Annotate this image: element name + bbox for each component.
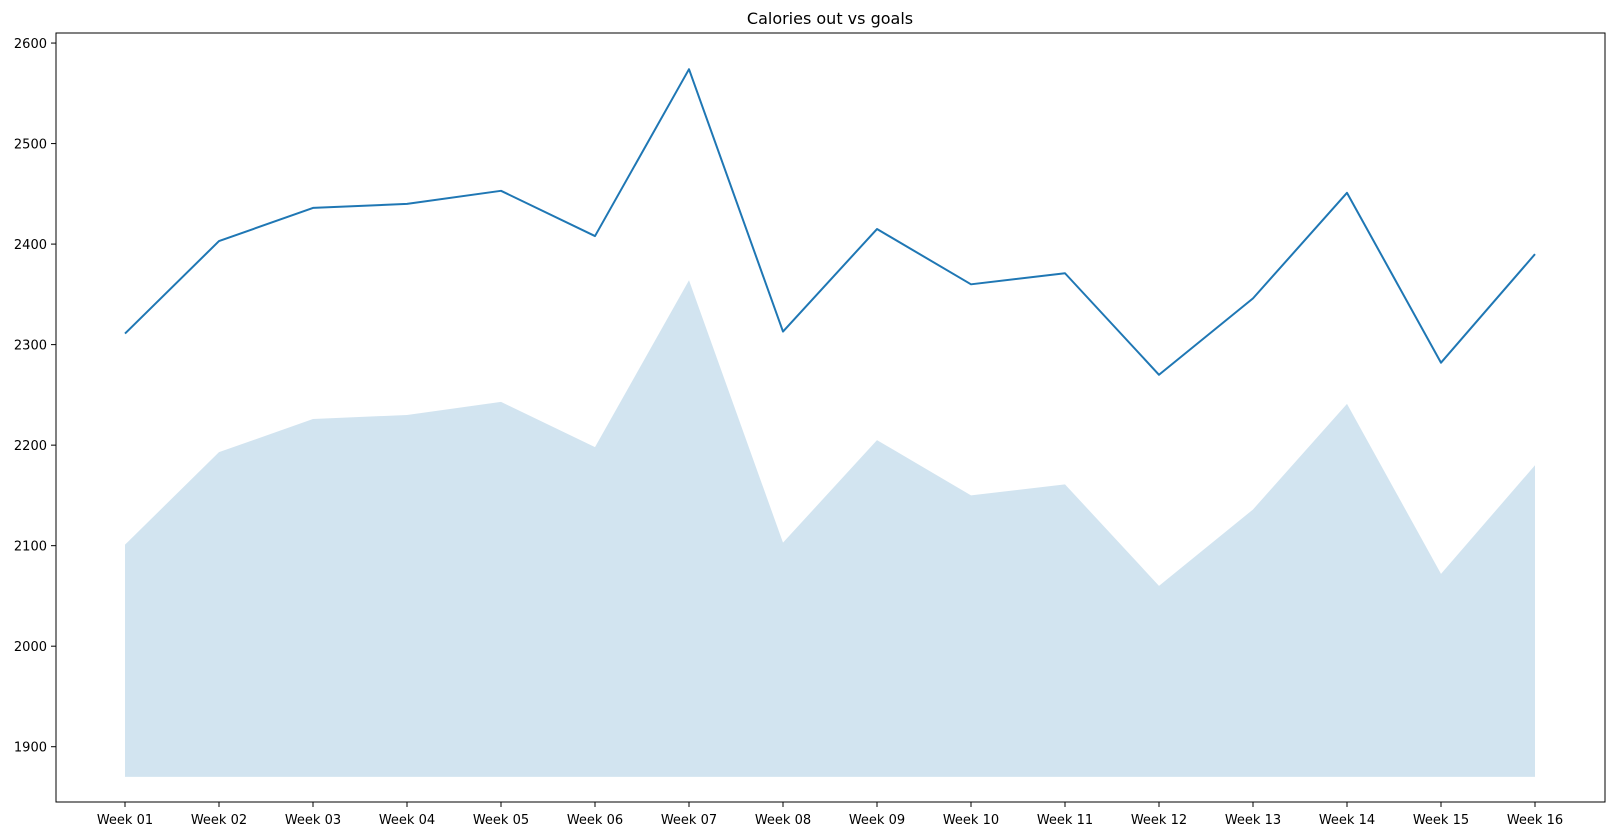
x-tick-label: Week 04 [379,813,435,828]
line-layer [124,68,1536,376]
y-tick-label: 2100 [14,540,47,555]
y-tick-label: 2400 [14,238,47,253]
x-tick-label: Week 06 [567,813,623,828]
x-tick-label: Week 01 [97,813,153,828]
area-layer [125,280,1535,777]
y-tick-label: 2300 [14,339,47,354]
plot-frame [55,32,1606,803]
x-tick-label: Week 08 [755,813,811,828]
x-tick-label: Week 14 [1319,813,1375,828]
x-tick-label: Week 13 [1225,813,1281,828]
x-tick-label: Week 16 [1507,813,1563,828]
x-tick-label: Week 03 [285,813,341,828]
y-tick-label: 2500 [14,138,47,153]
y-tick-label: 1900 [14,741,47,756]
y-tick-label: 2600 [14,37,47,52]
x-tick-label: Week 10 [943,813,999,828]
area-series-fill [125,280,1535,777]
chart-title: Calories out vs goals [747,9,913,28]
x-tick-label: Week 05 [473,813,529,828]
line-series [124,68,1536,376]
x-tick-label: Week 15 [1413,813,1469,828]
y-tick-label: 2200 [14,439,47,454]
axis-layer: 1900 2000 2100 2200 2300 2400 2500 2600 Week 01 W… [14,37,1563,828]
x-tick-label: Week 02 [191,813,247,828]
y-tick-label: 2000 [14,640,47,655]
x-tick-label: Week 12 [1131,813,1187,828]
x-tick-label: Week 07 [661,813,717,828]
x-tick-label: Week 11 [1037,813,1093,828]
x-tick-label: Week 09 [849,813,905,828]
